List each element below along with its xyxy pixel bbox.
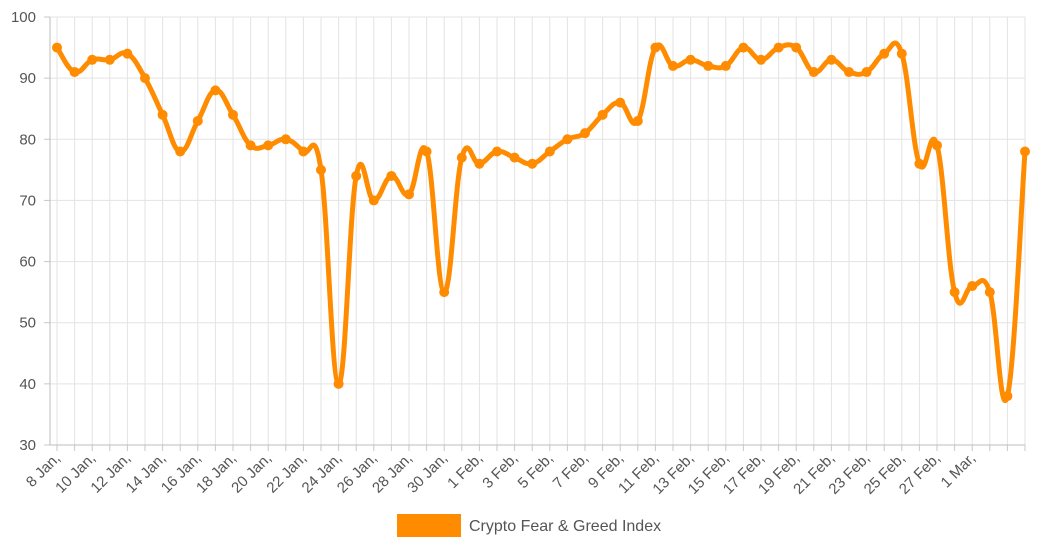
- y-tick-label: 30: [19, 437, 36, 454]
- data-point[interactable]: [544, 146, 555, 157]
- x-tick-label: 30 Jan,: [404, 450, 451, 497]
- data-point[interactable]: [140, 73, 150, 84]
- data-point[interactable]: [280, 134, 291, 145]
- data-point[interactable]: [474, 158, 485, 169]
- data-point[interactable]: [668, 60, 678, 71]
- data-point[interactable]: [1020, 146, 1030, 157]
- data-point[interactable]: [87, 54, 98, 65]
- data-point[interactable]: [316, 164, 326, 175]
- data-point[interactable]: [720, 60, 731, 71]
- x-tick-label: 7 Feb,: [550, 450, 592, 492]
- series-line: [54, 40, 1028, 403]
- data-point[interactable]: [368, 195, 379, 206]
- y-tick-labels: 30 40 50 60 70 80 90 100: [11, 9, 36, 454]
- data-point[interactable]: [844, 67, 854, 78]
- legend-label[interactable]: Crypto Fear & Greed Index: [469, 518, 661, 535]
- x-tick-labels: 8 Jan,10 Jan,12 Jan,14 Jan,16 Jan,18 Jan…: [23, 450, 979, 498]
- x-tick-label: 1 Mar,: [938, 450, 979, 491]
- data-point[interactable]: [597, 109, 608, 120]
- y-tick-label: 100: [11, 9, 36, 26]
- y-tick-label: 50: [19, 315, 36, 332]
- data-point[interactable]: [456, 152, 467, 163]
- data-point[interactable]: [791, 42, 802, 53]
- data-point[interactable]: [69, 67, 80, 78]
- data-point[interactable]: [439, 287, 450, 298]
- legend-swatch[interactable]: [397, 514, 461, 537]
- data-point[interactable]: [104, 54, 115, 65]
- data-point[interactable]: [879, 48, 890, 59]
- data-point[interactable]: [421, 146, 432, 157]
- data-point[interactable]: [826, 54, 837, 65]
- grid: [50, 16, 1026, 445]
- data-point[interactable]: [351, 170, 362, 181]
- data-point[interactable]: [808, 67, 819, 78]
- data-point[interactable]: [245, 140, 256, 151]
- data-point[interactable]: [157, 109, 168, 120]
- data-point[interactable]: [914, 158, 925, 169]
- data-point[interactable]: [1002, 391, 1013, 402]
- data-point[interactable]: [632, 115, 643, 126]
- data-point[interactable]: [861, 67, 872, 78]
- y-tick-label: 60: [19, 254, 36, 271]
- x-tick-label: 5 Feb,: [515, 450, 557, 492]
- data-point[interactable]: [738, 42, 749, 53]
- data-point[interactable]: [932, 140, 942, 151]
- data-point[interactable]: [580, 128, 590, 139]
- data-point[interactable]: [298, 146, 309, 157]
- data-point[interactable]: [192, 115, 203, 126]
- data-point[interactable]: [527, 158, 538, 169]
- y-tick-label: 90: [19, 70, 36, 87]
- x-tick-label: 3 Feb,: [479, 450, 521, 492]
- data-point[interactable]: [615, 97, 626, 108]
- data-point[interactable]: [210, 85, 221, 96]
- data-point[interactable]: [509, 152, 520, 163]
- legend[interactable]: Crypto Fear & Greed Index: [397, 514, 661, 537]
- y-tick-label: 70: [19, 192, 36, 209]
- data-point[interactable]: [263, 140, 274, 151]
- data-point[interactable]: [967, 281, 978, 292]
- y-tick-label: 40: [19, 376, 36, 393]
- axes: [44, 16, 1026, 451]
- y-tick-label: 80: [19, 131, 36, 148]
- data-point[interactable]: [703, 60, 714, 71]
- data-point[interactable]: [333, 378, 344, 389]
- data-point[interactable]: [562, 134, 573, 145]
- data-point[interactable]: [650, 42, 661, 53]
- data-point[interactable]: [756, 54, 766, 65]
- data-point[interactable]: [52, 42, 62, 53]
- series: [52, 40, 1030, 403]
- data-point[interactable]: [685, 54, 696, 65]
- x-tick-label: 1 Feb,: [444, 450, 486, 492]
- data-point[interactable]: [122, 48, 133, 59]
- data-point[interactable]: [896, 48, 907, 59]
- data-point[interactable]: [386, 170, 397, 181]
- data-point[interactable]: [404, 189, 414, 200]
- data-point[interactable]: [492, 146, 502, 157]
- data-point[interactable]: [228, 109, 238, 120]
- data-point[interactable]: [984, 287, 995, 298]
- data-point[interactable]: [949, 287, 960, 298]
- data-point[interactable]: [773, 42, 784, 53]
- data-point[interactable]: [175, 146, 186, 157]
